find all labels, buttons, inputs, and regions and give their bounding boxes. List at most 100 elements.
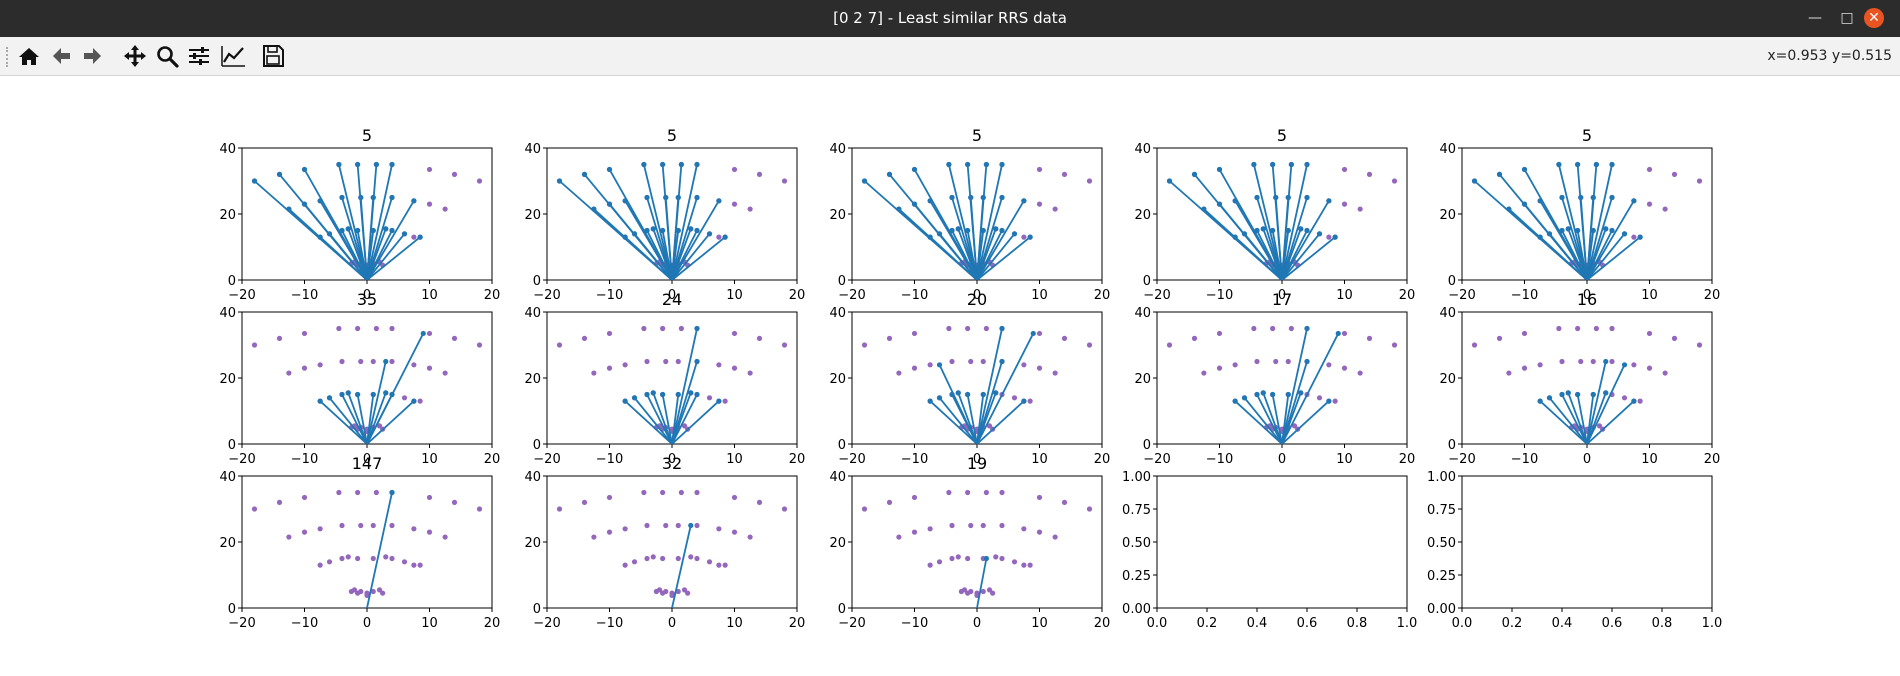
data-point: [1662, 370, 1668, 376]
ray-line: [976, 200, 1025, 281]
ray-endpoint: [1537, 198, 1543, 204]
y-tick-label: 20: [524, 372, 541, 387]
data-point: [990, 590, 996, 596]
ray-line: [1586, 233, 1626, 281]
ray-endpoint: [663, 194, 669, 201]
data-point: [317, 362, 323, 368]
x-tick-label: 20: [1094, 288, 1111, 303]
ray-line: [957, 228, 978, 281]
data-point: [1288, 325, 1294, 332]
ray-endpoint: [251, 178, 258, 184]
ray-line: [366, 361, 387, 445]
ray-line: [366, 492, 393, 609]
home-button[interactable]: [14, 41, 44, 71]
ray-endpoint: [1254, 194, 1260, 201]
data-point: [641, 325, 647, 332]
ray-endpoint: [968, 194, 974, 201]
data-point: [955, 554, 961, 560]
x-tick-label: −10: [1511, 452, 1538, 467]
x-tick-label: 20: [484, 452, 501, 467]
data-point: [622, 562, 628, 568]
ray-endpoint: [706, 231, 713, 237]
data-point: [442, 534, 448, 540]
maximize-button[interactable]: □: [1832, 0, 1862, 37]
data-point: [663, 358, 669, 365]
data-point: [358, 358, 364, 365]
data-point: [644, 522, 650, 529]
ray-endpoint: [886, 171, 893, 177]
data-point: [731, 330, 738, 337]
pan-button[interactable]: [120, 41, 150, 71]
data-point: [401, 395, 408, 401]
back-button[interactable]: [46, 41, 76, 71]
ray-endpoint: [688, 226, 694, 232]
home-icon: [19, 48, 39, 65]
x-tick-label: 0: [668, 616, 676, 631]
subplot-14: 0.0 0.2 0.4 0.6 0.8 1.0 0.00 0.25 0.50 0.75 1.00: [1122, 470, 1417, 631]
subplot-title: 32: [662, 454, 682, 473]
ray-endpoint: [1288, 161, 1294, 168]
data-point: [986, 423, 993, 429]
forward-button[interactable]: [78, 41, 108, 71]
ray-endpoint: [1556, 161, 1562, 168]
zoom-button[interactable]: [152, 41, 182, 71]
x-tick-label: 0: [1278, 452, 1286, 467]
data-point: [722, 398, 728, 404]
floppy-disk-icon: [263, 45, 284, 67]
customize-button[interactable]: [218, 41, 248, 71]
data-point: [411, 362, 417, 368]
arrow-right-icon: [84, 48, 101, 64]
ray-line: [319, 400, 368, 445]
move-icon: [124, 45, 146, 67]
ray-endpoint: [1304, 358, 1310, 365]
data-point: [1366, 335, 1373, 341]
data-point: [968, 588, 974, 595]
ray-line: [948, 164, 978, 281]
save-button[interactable]: [258, 41, 288, 71]
ray-line: [951, 394, 978, 445]
data-point: [1341, 330, 1348, 337]
ray-line: [1561, 394, 1588, 445]
ray-endpoint: [1260, 226, 1266, 232]
ray-endpoint: [1027, 234, 1033, 240]
data-point: [993, 554, 999, 560]
ray-endpoint: [1326, 398, 1332, 404]
data-point: [345, 554, 351, 560]
data-point: [1021, 234, 1027, 240]
close-button[interactable]: ✕: [1864, 8, 1884, 28]
x-tick-label: 10: [1641, 452, 1658, 467]
data-point: [886, 499, 893, 505]
y-tick-label: 0: [533, 438, 541, 453]
x-tick-label: 20: [789, 288, 806, 303]
subplot-1: 5 −20 −10 0 10 20 0 20 40: [219, 126, 500, 303]
toolbar-grip[interactable]: [6, 47, 12, 67]
data-point: [383, 554, 389, 560]
subplots-button[interactable]: [184, 41, 214, 71]
ray-endpoint: [911, 201, 918, 207]
data-point: [911, 365, 918, 371]
ray-endpoint: [694, 391, 700, 398]
y-tick-label: 40: [829, 306, 846, 321]
ray-line: [1256, 394, 1283, 445]
ray-line: [624, 236, 673, 281]
y-tick-label: 40: [524, 306, 541, 321]
ray-line: [938, 397, 978, 445]
ray-line: [671, 164, 698, 281]
ray-line: [661, 394, 673, 445]
minimize-button[interactable]: —: [1800, 0, 1830, 37]
x-tick-label: −20: [228, 452, 255, 467]
ray-line: [976, 333, 1035, 445]
ray-endpoint: [301, 166, 308, 173]
y-tick-label: 20: [829, 208, 846, 223]
subplot-title: 24: [662, 290, 682, 309]
data-point: [1191, 335, 1198, 341]
ray-line: [1243, 397, 1283, 445]
x-tick-label: 0: [1583, 288, 1591, 303]
ray-endpoint: [1191, 171, 1198, 177]
data-point: [756, 499, 763, 505]
data-point: [1061, 171, 1068, 177]
data-point: [1609, 325, 1615, 332]
x-tick-label: 0.2: [1502, 616, 1523, 631]
subplot-12: 32 −20 −10 0 10 20 0 20 40: [524, 454, 805, 631]
